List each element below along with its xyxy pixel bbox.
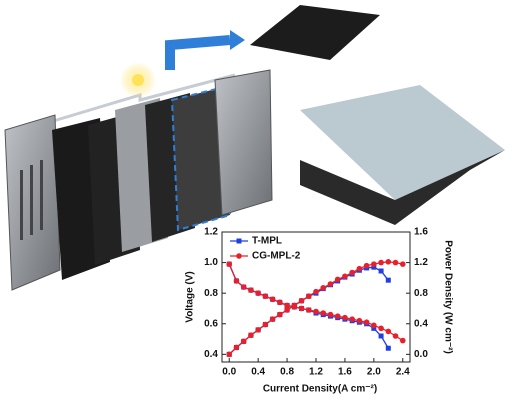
point	[248, 287, 254, 293]
y2-axis-label: Power Density (W cm⁻²)	[442, 240, 453, 354]
point	[255, 327, 261, 333]
y2-tick-label: 0.4	[414, 318, 428, 329]
x-axis-label: Current Density(A cm⁻²)	[263, 384, 377, 395]
point	[240, 284, 247, 290]
plot-area	[221, 231, 411, 363]
point	[378, 268, 384, 274]
point	[378, 325, 384, 332]
point	[277, 311, 283, 318]
point	[342, 314, 348, 321]
point	[277, 299, 283, 306]
point	[233, 344, 240, 351]
point	[356, 265, 363, 272]
point	[305, 307, 312, 313]
point	[313, 308, 319, 315]
point	[356, 317, 363, 324]
legend-marker	[236, 253, 242, 259]
illustration	[4, 5, 505, 291]
point	[399, 261, 406, 267]
point	[269, 316, 276, 322]
point	[298, 305, 305, 312]
point	[284, 307, 290, 313]
point	[342, 273, 348, 280]
point	[349, 269, 355, 276]
point	[385, 277, 391, 283]
point	[371, 261, 377, 267]
x-tick-label: 2.4	[396, 367, 410, 378]
point	[385, 259, 392, 265]
point	[327, 311, 334, 318]
point	[371, 264, 377, 270]
y2-tick-label: 1.2	[414, 257, 428, 268]
x-tick-label: 0.4	[251, 367, 265, 378]
point	[378, 333, 384, 339]
point	[363, 262, 370, 269]
point	[298, 298, 305, 304]
point	[320, 285, 327, 291]
point	[262, 321, 269, 328]
legend-marker	[236, 238, 242, 244]
point	[248, 332, 254, 339]
point	[262, 293, 269, 300]
point	[334, 313, 341, 319]
point	[284, 302, 290, 309]
point	[226, 351, 233, 358]
point	[320, 310, 327, 316]
point	[399, 337, 406, 344]
point	[363, 319, 370, 326]
x-tick-label: 2.0	[367, 367, 381, 378]
x-tick-label: 0.0	[222, 367, 236, 378]
y-axis-label: Voltage (V)	[185, 271, 196, 322]
point	[334, 276, 341, 283]
point	[392, 259, 399, 266]
point	[240, 338, 247, 345]
y-tick-label: 1.2	[204, 227, 218, 238]
y-tick-label: 0.6	[204, 318, 218, 329]
point	[255, 290, 261, 296]
point	[385, 328, 392, 335]
point	[226, 261, 233, 267]
point	[349, 316, 355, 322]
point	[233, 278, 240, 284]
point	[305, 293, 312, 300]
point	[392, 333, 399, 339]
x-tick-label: 1.6	[338, 367, 352, 378]
point	[378, 259, 384, 266]
y-tick-label: 1.0	[204, 257, 218, 268]
legend-label: CG-MPL-2	[252, 251, 301, 262]
point	[291, 302, 298, 309]
y-tick-label: 0.8	[204, 288, 218, 299]
x-tick-label: 1.2	[309, 367, 323, 378]
y2-tick-label: 1.6	[414, 227, 428, 238]
point	[269, 296, 276, 303]
point	[313, 288, 319, 295]
point	[385, 345, 391, 351]
y-tick-label: 0.4	[204, 349, 218, 360]
point	[371, 325, 377, 331]
y2-tick-label: 0.0	[414, 349, 428, 360]
point	[371, 322, 377, 329]
x-tick-label: 0.8	[280, 367, 294, 378]
point	[327, 281, 334, 287]
y2-tick-label: 0.8	[414, 288, 428, 299]
legend-label: T-MPL	[252, 236, 282, 247]
